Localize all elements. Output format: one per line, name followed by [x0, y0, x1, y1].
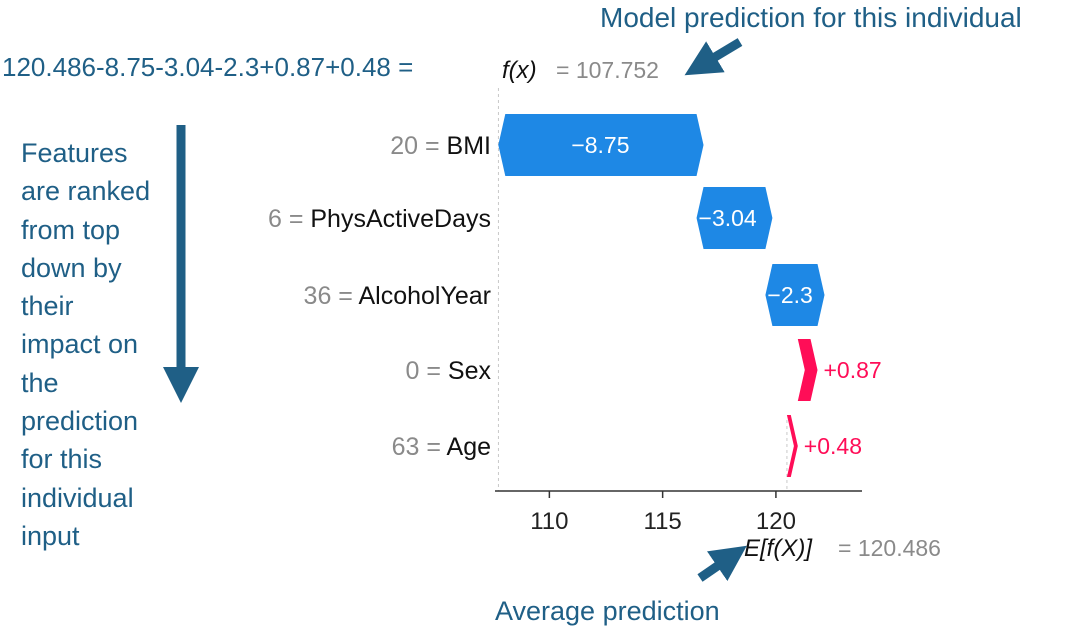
ranking-note-line: input — [21, 520, 80, 551]
feature-name: PhysActiveDays — [310, 205, 491, 233]
average-prediction-annotation: Average prediction — [495, 596, 720, 626]
feature-name: AlcoholYear — [358, 282, 491, 310]
ranking-note-line: prediction — [21, 406, 139, 437]
top-arrow — [684, 38, 743, 76]
ranking-note-line: are ranked — [21, 176, 151, 207]
feature-value: 63 — [392, 433, 420, 461]
bar-negative — [765, 264, 825, 326]
feature-label: 36 = AlcoholYear — [304, 282, 491, 310]
ranking-note-line: their — [21, 291, 74, 322]
bar-positive — [786, 415, 798, 477]
equals-sign: = — [282, 205, 311, 233]
equals-sign: = — [419, 433, 446, 461]
x-tick-label: 110 — [530, 508, 568, 535]
base-value: = 120.486 — [838, 535, 941, 561]
feature-name: BMI — [447, 132, 491, 160]
feature-name: Age — [447, 433, 491, 461]
feature-value: 0 — [406, 357, 420, 385]
bar-value-label: −3.04 — [699, 205, 757, 231]
bar-value-label: −8.75 — [571, 132, 629, 158]
ranking-note-line: impact on — [21, 329, 139, 360]
feature-value: 36 — [304, 282, 332, 310]
feature-label: 6 = PhysActiveDays — [268, 205, 491, 233]
ranking-note: Features are ranked from top down by their im… — [21, 134, 181, 555]
ranking-note-line: individual — [21, 482, 134, 513]
equals-sign: = — [331, 282, 358, 310]
feature-value: 20 — [390, 132, 418, 160]
bar-value-label: +0.87 — [824, 357, 882, 383]
output-label: f(x) — [502, 57, 537, 84]
ranking-note-line: for this — [21, 444, 103, 475]
bar-value-label: +0.48 — [804, 433, 862, 459]
model-prediction-annotation: Model prediction for this individual — [600, 2, 1022, 33]
bar-positive — [797, 339, 818, 401]
equals-sign: = — [419, 357, 448, 385]
base-label: E[f(X)] — [744, 535, 813, 562]
bar-value-label: −2.3 — [767, 282, 812, 308]
ranking-note-line: the — [21, 367, 59, 398]
prediction-equation: 120.486-8.75-3.04-2.3+0.87+0.48 = — [2, 52, 414, 82]
ranking-note-line: from top — [21, 214, 121, 245]
feature-label: 0 = Sex — [406, 357, 492, 385]
output-value: = 107.752 — [556, 57, 659, 83]
feature-label: 20 = BMI — [390, 132, 491, 160]
x-tick-label: 115 — [644, 508, 682, 535]
bottom-arrow — [697, 545, 747, 582]
feature-value: 6 — [268, 205, 282, 233]
feature-name: Sex — [448, 357, 492, 385]
bar-negative — [696, 187, 773, 249]
ranking-note-line: down by — [21, 252, 122, 283]
bar-negative — [498, 114, 704, 176]
equals-sign: = — [418, 132, 447, 160]
feature-label: 63 = Age — [392, 433, 491, 461]
x-tick-label: 120 — [756, 508, 796, 535]
ranking-note-line: Features — [21, 138, 128, 168]
